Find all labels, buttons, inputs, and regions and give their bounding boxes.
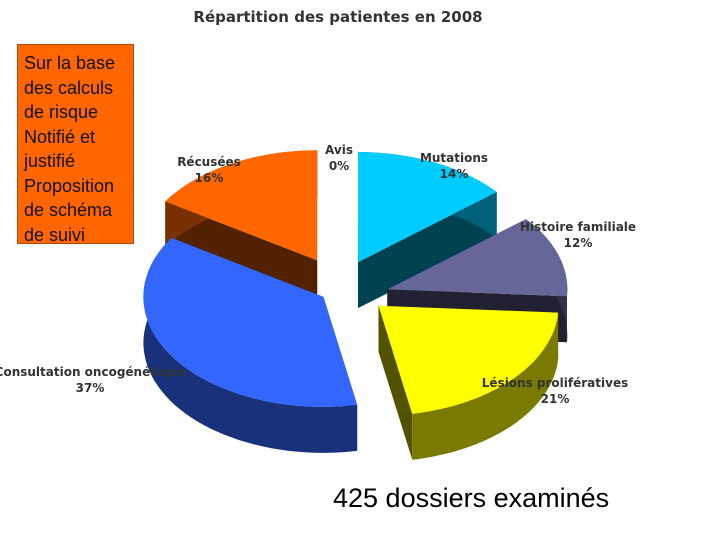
lesions-proliferatives-slice-side [412, 312, 559, 460]
lesions-proliferatives-slice-wall [378, 305, 413, 460]
slice-labels: Avis 0% Mutations 14% Histoire familiale 12% L… [0, 143, 636, 406]
avis-percent-label: 0% [329, 159, 349, 173]
mutations-slice [357, 152, 497, 263]
avis-label: Avis [325, 143, 353, 157]
histoire-familiale-label: Histoire familiale [520, 220, 636, 234]
note-line: Notifié et [24, 126, 96, 147]
histoire-familiale-slice [387, 219, 568, 297]
consultation-oncogenetique-slice [143, 237, 358, 407]
mutations-slice-wall [357, 192, 497, 309]
slice-tops [143, 150, 568, 414]
lesions-proliferatives-label: Lésions prolifératives [482, 376, 628, 390]
consultation-oncogenetique-label: Consultation oncogénétique [0, 365, 185, 379]
lesions-proliferatives-slice [378, 305, 559, 414]
note-line: de suivi [24, 224, 86, 245]
note-line: Sur la base [24, 53, 116, 73]
note-line: de risque [24, 102, 99, 122]
recusees-label: Récusées [177, 155, 241, 169]
mutations-percent-label: 14% [440, 167, 469, 181]
note-line: de schéma [24, 200, 113, 220]
consultation-oncogenetique-slice-side [143, 237, 358, 453]
recusees-slice [165, 150, 318, 261]
consultation-oncogenetique-percent-label: 37% [76, 381, 105, 395]
histoire-familiale-percent-label: 12% [564, 236, 593, 250]
note-line: des calculs [24, 77, 114, 98]
lesions-proliferatives-percent-label: 21% [541, 392, 570, 406]
note-box: Sur la base des calculs de risque Notifi… [17, 44, 134, 245]
chart-title: Répartition des patientes en 2008 [193, 8, 483, 26]
recusees-percent-label: 16% [195, 171, 224, 185]
footer-caption: 425 dossiers examinés [333, 483, 610, 513]
note-line: justifié [24, 151, 76, 171]
note-line: Proposition [24, 175, 115, 196]
mutations-label: Mutations [420, 151, 488, 165]
